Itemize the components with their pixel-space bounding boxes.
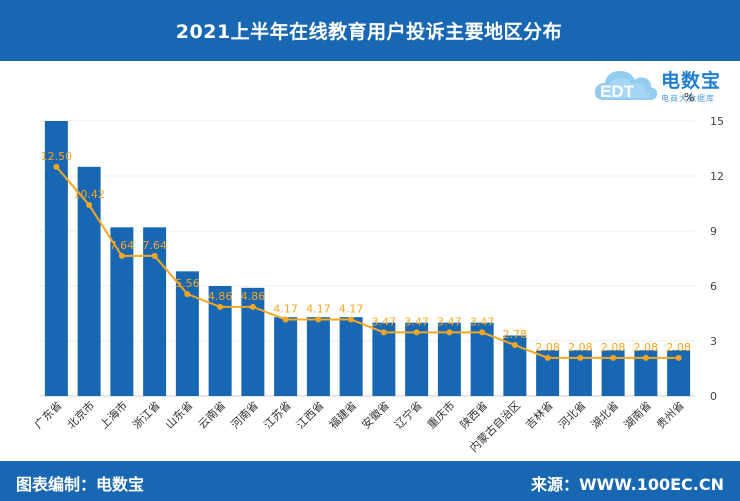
- data-label: 2.78: [503, 328, 528, 341]
- y-tick-label: 0: [710, 390, 717, 403]
- line-point: [380, 329, 387, 336]
- data-label: 2.08: [634, 341, 659, 354]
- line-point: [642, 354, 649, 361]
- data-label: 3.47: [437, 315, 462, 328]
- bar: [372, 322, 396, 396]
- line-point: [675, 354, 682, 361]
- y-tick-label: 6: [710, 280, 717, 293]
- data-label: 4.17: [339, 303, 364, 316]
- line-point: [479, 329, 486, 336]
- data-label: 3.47: [404, 315, 429, 328]
- data-source: 来源：WWW.100EC.CN: [530, 475, 724, 494]
- x-tick-label: 河南省: [228, 399, 261, 432]
- x-tick-label: 江西省: [294, 399, 327, 432]
- x-tick-label: 云南省: [196, 399, 229, 432]
- chart-title: 2021上半年在线教育用户投诉主要地区分布: [175, 21, 563, 43]
- brand-logo: EDT 电数宝 电商大数据库: [592, 62, 732, 106]
- y-tick-label: 9: [710, 225, 717, 238]
- bar: [306, 317, 330, 396]
- line-point: [151, 252, 158, 259]
- x-tick-label: 河北省: [556, 399, 589, 432]
- bar: [405, 322, 429, 396]
- bar: [208, 286, 232, 396]
- bar: [667, 350, 691, 396]
- x-tick-label: 广东省: [32, 399, 65, 432]
- line-point: [118, 252, 125, 259]
- bar: [503, 335, 527, 396]
- bar: [470, 322, 494, 396]
- bar: [601, 350, 625, 396]
- line-point: [53, 163, 60, 170]
- line-point: [544, 354, 551, 361]
- line-point: [86, 201, 93, 208]
- bar: [175, 271, 199, 396]
- x-tick-label: 重庆市: [424, 398, 457, 431]
- bar: [77, 166, 101, 396]
- x-tick-label: 湖南省: [621, 399, 654, 432]
- data-label: 4.86: [241, 290, 266, 303]
- x-tick-label: 北京市: [64, 398, 97, 431]
- data-label: 2.08: [666, 341, 691, 354]
- bar: [536, 350, 560, 396]
- logo-tagline: 电商大数据库: [661, 94, 715, 103]
- line-point: [184, 291, 191, 298]
- data-label: 7.64: [142, 239, 167, 252]
- data-label: 2.08: [568, 341, 593, 354]
- line-point: [413, 329, 420, 336]
- compiled-by: 图表编制：电数宝: [16, 475, 145, 494]
- logo-mark-text: EDT: [600, 82, 635, 101]
- data-label: 5.56: [175, 277, 200, 290]
- chart-header: 2021上半年在线教育用户投诉主要地区分布: [0, 0, 740, 61]
- bar: [274, 317, 298, 396]
- data-label: 3.47: [470, 315, 495, 328]
- cloud-logo-icon: EDT: [594, 71, 658, 101]
- x-tick-label: 安徽省: [359, 398, 392, 431]
- data-label: 12.50: [41, 150, 73, 163]
- data-label: 7.64: [110, 239, 135, 252]
- x-tick-label: 上海市: [97, 398, 130, 431]
- line-point: [249, 303, 256, 310]
- y-tick-label: 3: [710, 335, 717, 348]
- bar: [241, 287, 265, 396]
- data-label: 2.08: [535, 341, 560, 354]
- data-label: 10.42: [73, 188, 105, 201]
- series-line: [55, 166, 679, 359]
- line-point: [282, 316, 289, 323]
- line-point: [610, 354, 617, 361]
- data-label: 3.47: [372, 315, 397, 328]
- data-label: 2.08: [601, 341, 626, 354]
- x-tick-label: 吉林省: [523, 398, 556, 431]
- bar: [634, 350, 658, 396]
- y-tick-label: 15: [710, 115, 724, 128]
- x-tick-label: 贵州省: [654, 399, 687, 432]
- bar: [110, 227, 134, 396]
- logo-name: 电数宝: [661, 70, 722, 92]
- x-tick-label: 辽宁省: [392, 398, 425, 431]
- bar: [568, 350, 592, 396]
- bar: [437, 322, 461, 396]
- y-tick-label: 12: [710, 170, 724, 183]
- x-tick-label: 山东省: [163, 399, 196, 432]
- bar: [44, 121, 68, 396]
- line-point: [315, 316, 322, 323]
- data-label: 4.86: [208, 290, 233, 303]
- line-point: [511, 342, 518, 349]
- x-tick-label: 湖北省: [589, 399, 622, 432]
- data-label: 4.17: [273, 303, 298, 316]
- y-axis-unit: %: [684, 91, 695, 104]
- line-point: [446, 329, 453, 336]
- line-point: [348, 316, 355, 323]
- line-point: [217, 303, 224, 310]
- x-tick-label: 福建省: [326, 398, 359, 431]
- x-tick-label: 江苏省: [261, 399, 294, 432]
- data-label: 4.17: [306, 303, 331, 316]
- bar: [339, 317, 363, 396]
- bar: [143, 227, 167, 396]
- x-tick-label: 浙江省: [130, 399, 163, 432]
- chart-footer: 图表编制：电数宝 来源：WWW.100EC.CN: [0, 461, 740, 501]
- line-point: [577, 354, 584, 361]
- bar-line-chart: 0 3 6 9 12 15 12.50 10.42 7.64 7.64 5.56 4.86 4.86 4.…: [32, 115, 724, 455]
